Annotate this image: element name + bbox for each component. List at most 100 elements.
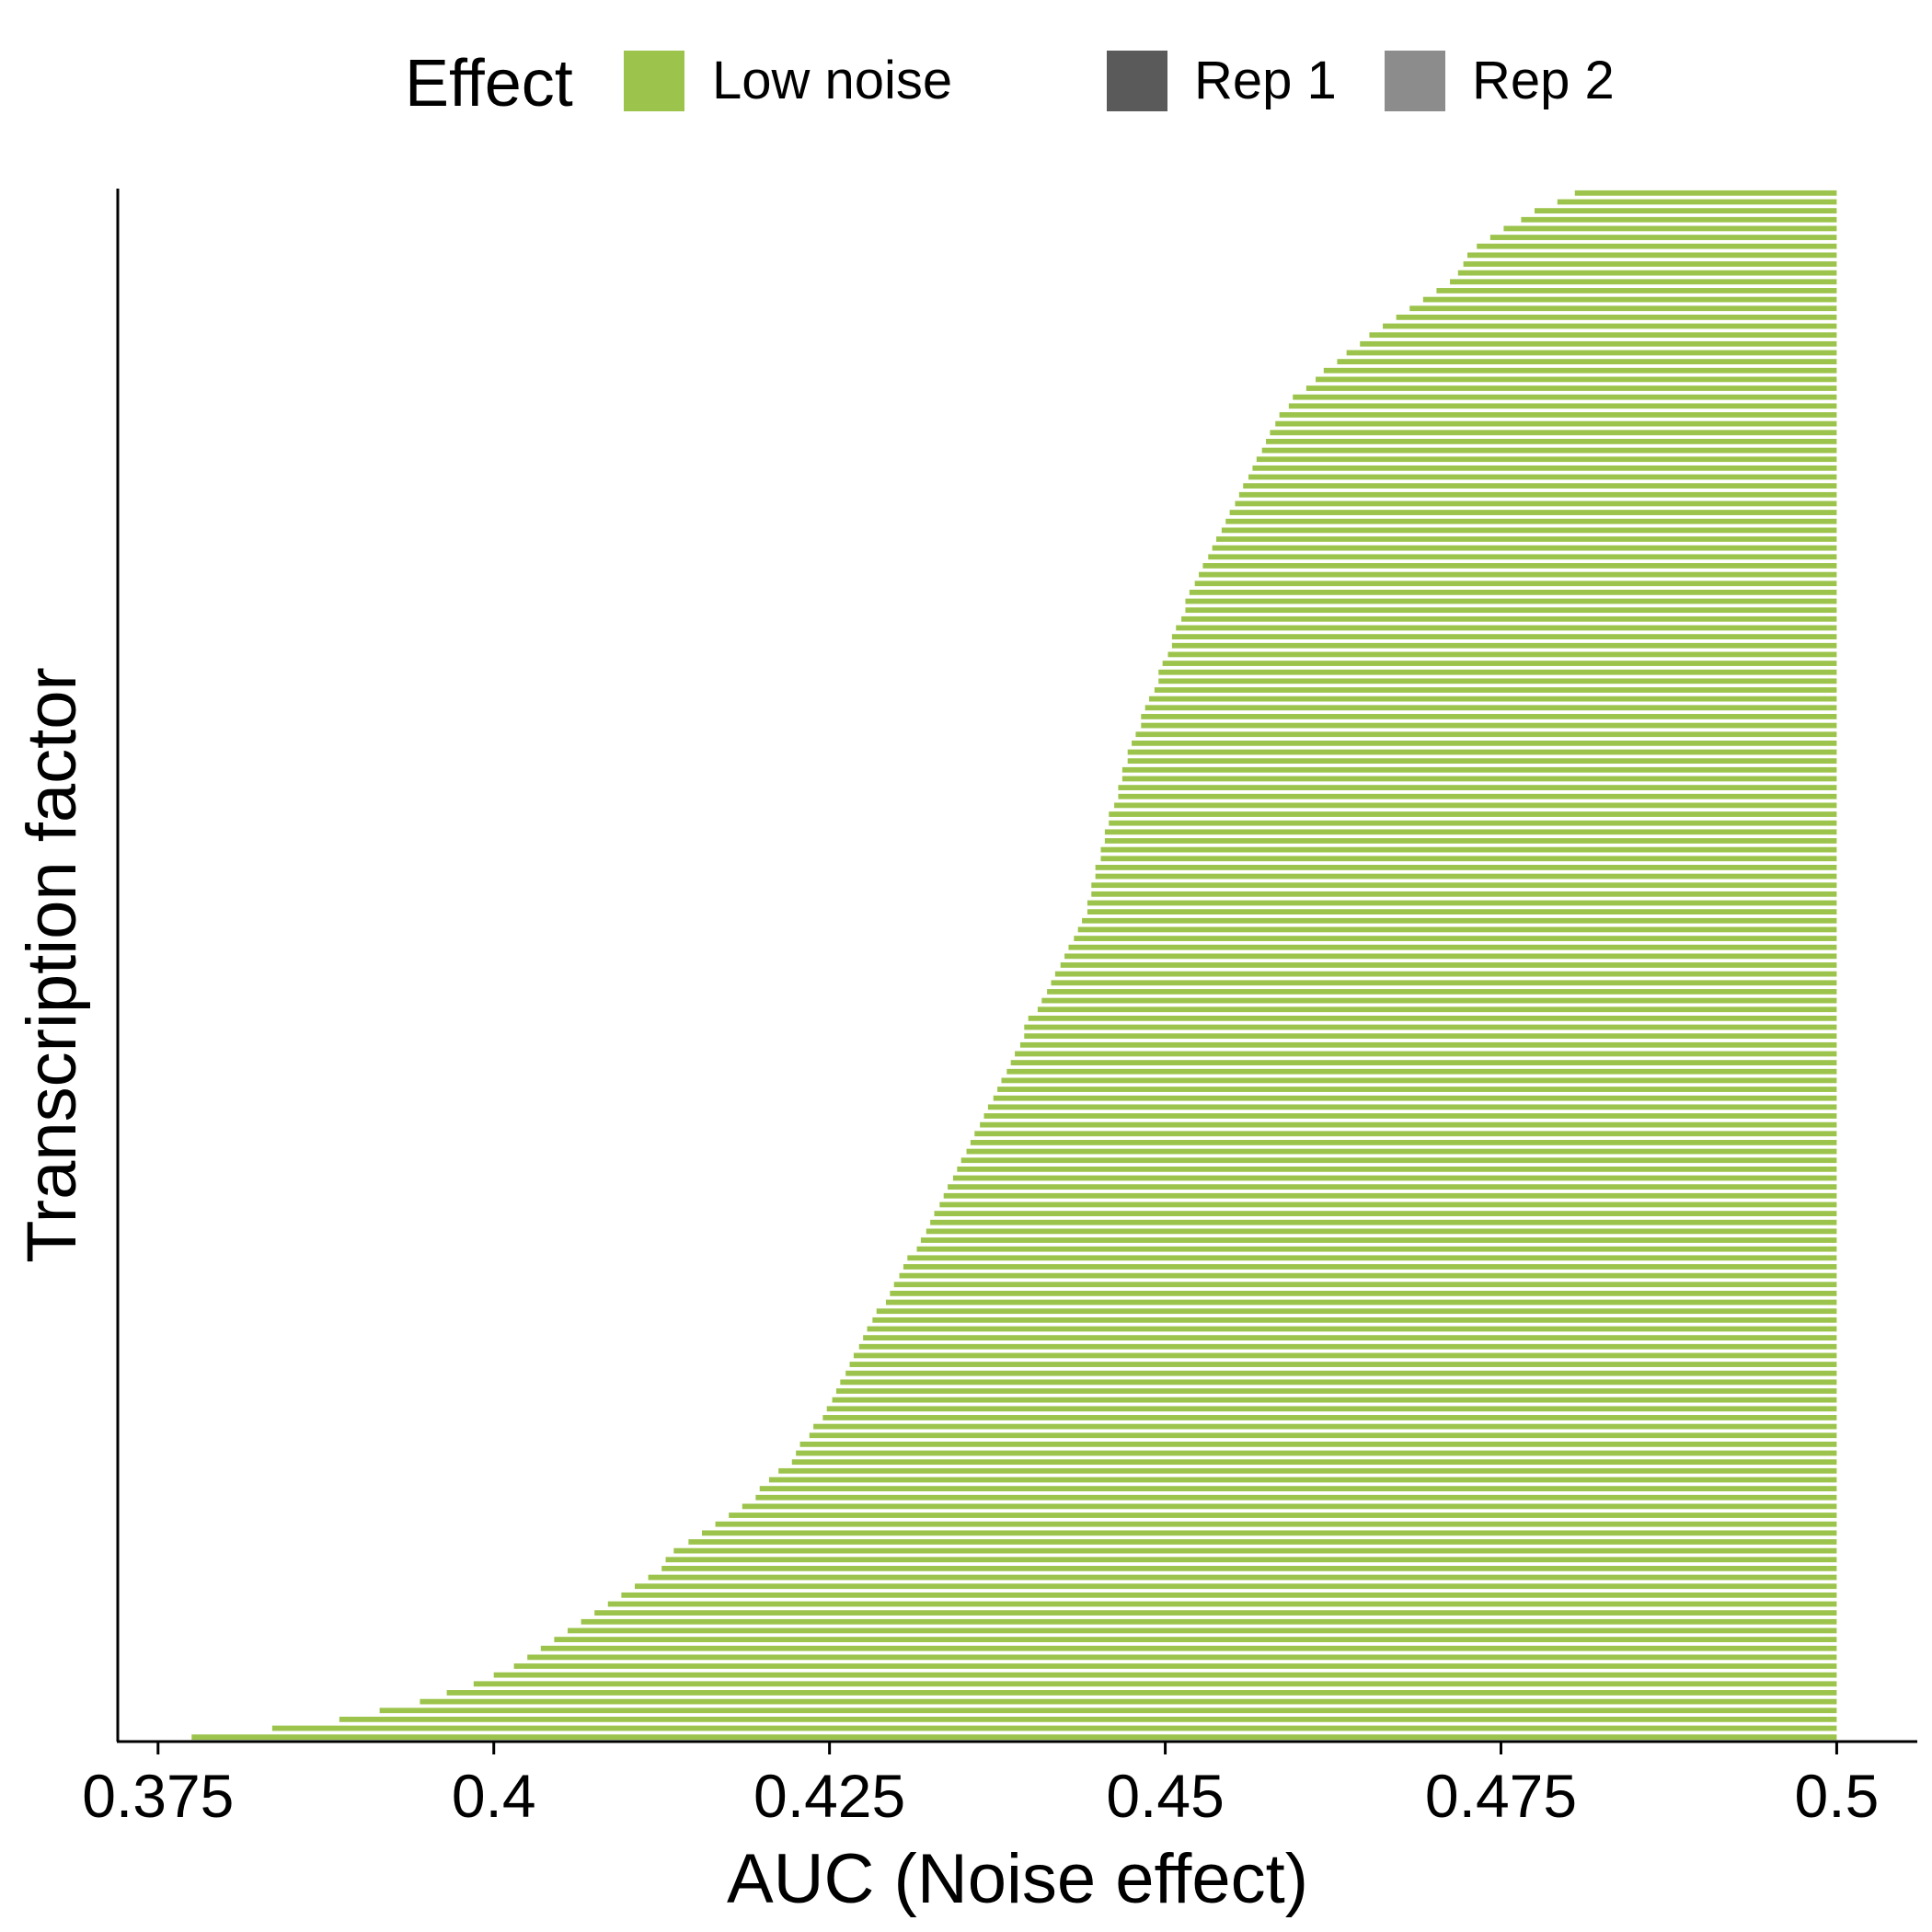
bar: [893, 1282, 1837, 1288]
legend-key-rep-1: [1107, 51, 1167, 111]
bar: [1054, 971, 1837, 977]
bar: [948, 1184, 1837, 1190]
bar: [673, 1547, 1837, 1554]
bar: [1082, 917, 1837, 924]
bar: [1337, 359, 1837, 364]
bar: [1323, 367, 1837, 374]
bar: [527, 1654, 1837, 1661]
x-tick-label: 0.475: [1425, 1762, 1577, 1830]
bar: [845, 1370, 1837, 1376]
bar: [835, 1388, 1837, 1394]
bar: [930, 1219, 1837, 1225]
bar: [1118, 793, 1837, 799]
bar: [876, 1308, 1837, 1315]
bar: [1091, 882, 1837, 889]
bar: [768, 1477, 1837, 1483]
bar: [1095, 873, 1837, 880]
bar: [849, 1362, 1837, 1367]
bar: [271, 1725, 1837, 1731]
bar: [1185, 607, 1837, 614]
bar: [1171, 634, 1837, 639]
bar: [715, 1521, 1837, 1527]
bar: [1100, 846, 1837, 853]
bar: [1154, 687, 1837, 693]
bar: [621, 1592, 1837, 1598]
bar: [1141, 722, 1837, 729]
bar: [1121, 776, 1837, 782]
bar: [661, 1566, 1837, 1571]
bar: [1149, 696, 1837, 702]
bar: [1019, 1041, 1837, 1048]
bar: [974, 1131, 1837, 1137]
bar: [1077, 926, 1837, 933]
bar: [934, 1211, 1837, 1216]
bar: [970, 1140, 1837, 1145]
bar: [1238, 491, 1837, 498]
bar: [1176, 625, 1837, 631]
bar: [1574, 190, 1837, 196]
bar: [634, 1583, 1837, 1590]
bars-group: [191, 190, 1837, 1741]
x-tick-label: 0.425: [753, 1762, 905, 1830]
bar: [1293, 394, 1837, 400]
bar: [791, 1459, 1837, 1466]
bar: [688, 1539, 1837, 1545]
bar: [1051, 980, 1837, 986]
bar: [1229, 510, 1837, 515]
legend-title: Effect: [405, 47, 573, 121]
bar: [1091, 891, 1837, 897]
axes: [116, 189, 1917, 1743]
bar: [1141, 714, 1837, 719]
bar: [1275, 420, 1837, 427]
legend-label-rep-1: Rep 1: [1194, 51, 1337, 110]
bar: [1261, 447, 1837, 454]
bar: [1064, 953, 1837, 960]
x-axis-title: AUC (Noise effect): [727, 1840, 1308, 1918]
legend-key-low-noise: [624, 51, 684, 111]
bar: [1457, 270, 1837, 276]
bar: [1104, 829, 1837, 835]
bar: [1010, 1060, 1837, 1065]
bar: [987, 1104, 1837, 1110]
bar: [1100, 856, 1837, 862]
bar: [1270, 430, 1837, 436]
bar: [890, 1291, 1837, 1296]
bar: [759, 1486, 1837, 1491]
x-ticks: 0.375 0.4 0.425 0.45 0.475 0.5: [82, 1742, 1879, 1830]
bar: [1041, 997, 1837, 1004]
bar: [1369, 332, 1837, 339]
bar: [997, 1087, 1837, 1092]
bar: [1288, 403, 1837, 409]
bar: [1489, 235, 1837, 240]
bar: [916, 1246, 1837, 1252]
bar: [1208, 554, 1837, 560]
bar: [993, 1095, 1837, 1101]
bar: [1047, 989, 1837, 995]
bar: [1132, 740, 1837, 746]
x-tick-label: 0.5: [1795, 1762, 1880, 1830]
bar: [1185, 598, 1837, 604]
bar: [1104, 838, 1837, 844]
bar: [1305, 385, 1837, 391]
bar: [1346, 350, 1837, 356]
bar: [1252, 465, 1837, 471]
bar: [813, 1423, 1837, 1430]
bar: [1235, 500, 1837, 507]
bar: [796, 1450, 1837, 1456]
bar: [554, 1637, 1837, 1642]
bar: [1158, 678, 1837, 684]
bar: [742, 1503, 1837, 1510]
bar: [1144, 705, 1837, 711]
bar: [983, 1113, 1837, 1119]
bar: [473, 1681, 1837, 1687]
bar: [1121, 766, 1837, 773]
bar: [1024, 1033, 1837, 1040]
bar: [966, 1148, 1837, 1155]
bar: [446, 1690, 1837, 1696]
bar: [1248, 474, 1837, 480]
bar: [943, 1192, 1837, 1199]
bar: [1135, 731, 1837, 738]
bar: [607, 1601, 1837, 1607]
bar: [960, 1157, 1837, 1164]
